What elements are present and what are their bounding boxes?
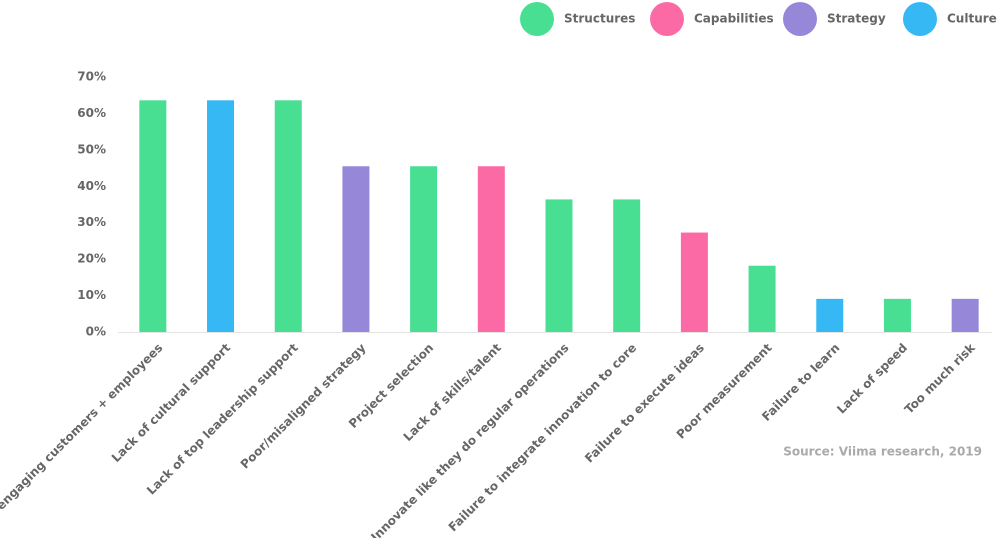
source-note: Source: Viima research, 2019	[783, 445, 982, 459]
bar	[545, 199, 573, 332]
y-tick-label: 60%	[77, 106, 106, 120]
x-tick-label: Lack of top leadership support	[144, 341, 301, 498]
y-tick-label: 20%	[77, 252, 106, 266]
y-tick-label: 50%	[77, 142, 106, 156]
bar	[410, 166, 438, 332]
legend-label: Culture	[947, 12, 997, 26]
legend-swatch	[520, 2, 554, 36]
bar	[274, 100, 302, 332]
bar	[951, 298, 979, 332]
bar	[342, 166, 370, 332]
legend-swatch	[650, 2, 684, 36]
y-tick-label: 70%	[77, 70, 106, 84]
y-tick-label: 30%	[77, 215, 106, 229]
legend-label: Structures	[564, 12, 635, 26]
x-tick-label: Poor/misaligned strategy	[238, 341, 369, 472]
bar	[613, 199, 641, 332]
legend-label: Capabilities	[694, 12, 774, 26]
bar	[139, 100, 167, 332]
legend-swatch	[783, 2, 817, 36]
bar	[883, 298, 911, 332]
x-tick-label: Too much risk	[902, 340, 979, 417]
y-tick-label: 40%	[77, 179, 106, 193]
legend-swatch	[903, 2, 937, 36]
x-tick-label: Lack of cultural support	[109, 341, 233, 465]
legend-label: Strategy	[827, 12, 886, 26]
x-tick-label: Lack of speed	[834, 341, 910, 417]
y-tick-label: 0%	[86, 325, 106, 339]
bar	[477, 166, 505, 332]
x-tick-label: Failure to execute ideas	[582, 341, 707, 466]
bar	[207, 100, 235, 332]
y-tick-label: 10%	[77, 288, 106, 302]
bar	[816, 298, 844, 332]
bar	[680, 232, 708, 332]
bar	[748, 265, 776, 332]
